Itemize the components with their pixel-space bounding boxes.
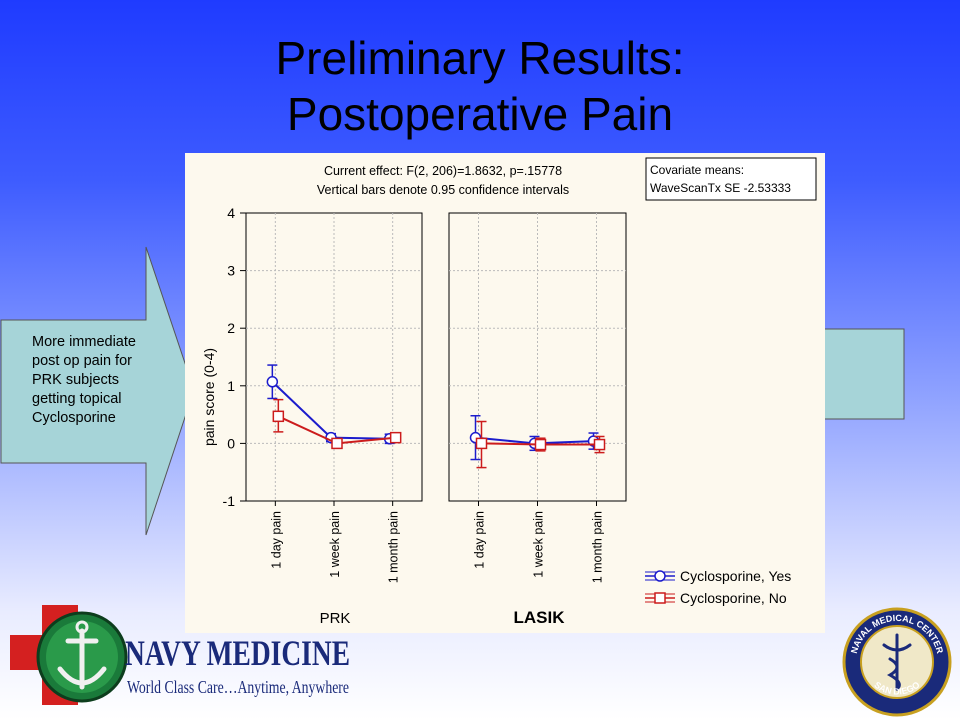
x-tick-label: 1 month pain — [387, 511, 401, 583]
y-tick-label: 2 — [227, 320, 235, 336]
y-tick-label: 4 — [227, 205, 235, 221]
y-tick-label: -1 — [223, 493, 236, 509]
y-tick-label: 1 — [227, 378, 235, 394]
chart-subtitle: Vertical bars denote 0.95 confidence int… — [317, 183, 569, 197]
x-tick-label: 1 week pain — [328, 511, 342, 578]
data-point — [475, 437, 488, 450]
data-point — [331, 437, 343, 450]
x-tick-label: 1 week pain — [532, 511, 546, 578]
naval-medical-center-seal: NAVAL MEDICAL CENTER SAN DIEGO — [842, 607, 952, 717]
legend-marker-no — [654, 592, 666, 604]
data-point — [593, 438, 606, 451]
svg-text:SAN DIEGO: SAN DIEGO — [872, 680, 921, 697]
covariate-box — [645, 157, 817, 201]
chart-legend: Cyclosporine, Yes Cyclosporine, No — [645, 568, 791, 606]
data-point — [266, 376, 279, 388]
covariate-box-line: WaveScanTx SE -2.53333 — [650, 181, 791, 195]
navy-medicine-tagline: World Class Care…Anytime, Anywhere — [127, 677, 349, 697]
left-callout-line: More immediate — [32, 334, 136, 350]
legend-label-yes: Cyclosporine, Yes — [680, 568, 791, 584]
left-callout-line: post op pain for — [32, 353, 132, 369]
slide-title: Preliminary Results: Postoperative Pain — [0, 30, 960, 142]
x-tick-label: 1 day pain — [269, 511, 283, 569]
panel-label: PRK — [320, 610, 351, 627]
legend-label-no: Cyclosporine, No — [680, 590, 787, 606]
slide-title-line-2: Postoperative Pain — [286, 88, 674, 140]
y-tick-label: 0 — [227, 435, 235, 451]
left-callout-line: Cyclosporine — [32, 410, 116, 426]
left-callout-arrow — [0, 246, 195, 536]
chart-title: Current effect: F(2, 206)=1.8632, p=.157… — [324, 164, 562, 178]
left-callout-line: getting topical — [32, 391, 122, 407]
seal-bottom-text: SAN DIEGO — [872, 680, 921, 697]
y-axis-label: pain score (0-4) — [201, 348, 217, 446]
x-tick-label: 1 month pain — [591, 511, 605, 583]
data-point — [389, 431, 402, 444]
left-callout-text: More immediate post op pain for PRK subj… — [32, 333, 172, 428]
covariate-box-line: Covariate means: — [650, 163, 744, 177]
slide-title-line-1: Preliminary Results: — [275, 32, 685, 84]
pain-score-chart: Current effect: F(2, 206)=1.8632, p=.157… — [185, 153, 825, 633]
x-tick-label: 1 day pain — [473, 511, 487, 569]
data-point — [534, 438, 547, 451]
navy-medicine-logo: NAVY MEDICINE World Class Care…Anytime, … — [10, 605, 350, 705]
data-point — [272, 410, 285, 423]
panel-label: LASIK — [514, 608, 566, 627]
left-callout-line: PRK subjects — [32, 372, 120, 388]
navy-medicine-title: NAVY MEDICINE — [125, 633, 350, 673]
y-tick-label: 3 — [227, 263, 235, 279]
legend-marker-yes — [654, 570, 666, 582]
